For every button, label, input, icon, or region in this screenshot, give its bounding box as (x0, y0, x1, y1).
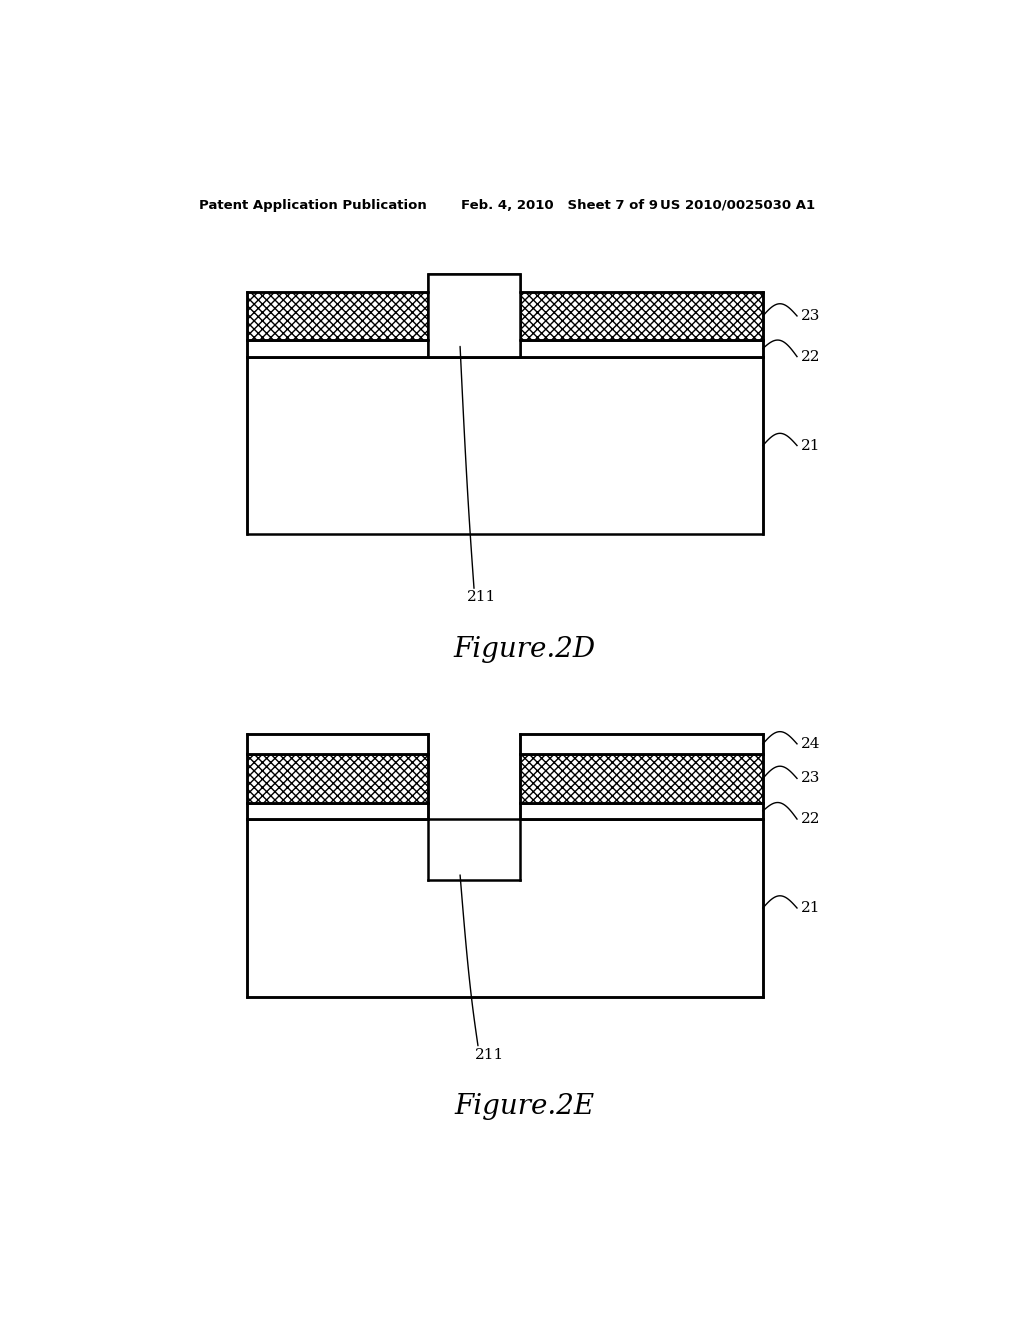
Bar (247, 341, 763, 356)
Text: 24: 24 (801, 737, 820, 751)
Bar (247, 754, 428, 803)
Bar (520, 292, 763, 341)
Text: 23: 23 (801, 309, 820, 323)
Text: 22: 22 (801, 812, 820, 826)
Text: Feb. 4, 2010   Sheet 7 of 9: Feb. 4, 2010 Sheet 7 of 9 (461, 198, 658, 211)
Text: 211: 211 (467, 590, 497, 605)
Bar (520, 803, 763, 818)
Text: 22: 22 (801, 350, 820, 363)
Bar (520, 734, 763, 754)
Bar (520, 754, 763, 803)
Text: 21: 21 (801, 438, 820, 453)
Bar (247, 818, 763, 997)
Text: 21: 21 (801, 902, 820, 915)
Bar (247, 356, 763, 535)
Bar (247, 803, 428, 818)
Text: Figure.2D: Figure.2D (454, 636, 596, 663)
Text: Figure.2E: Figure.2E (455, 1093, 595, 1121)
Bar (247, 734, 428, 754)
Text: 211: 211 (475, 1048, 505, 1061)
Text: Patent Application Publication: Patent Application Publication (200, 198, 427, 211)
Bar (428, 275, 520, 356)
Bar (428, 275, 520, 356)
Text: US 2010/0025030 A1: US 2010/0025030 A1 (659, 198, 815, 211)
Bar (247, 292, 428, 341)
Text: 23: 23 (801, 771, 820, 785)
